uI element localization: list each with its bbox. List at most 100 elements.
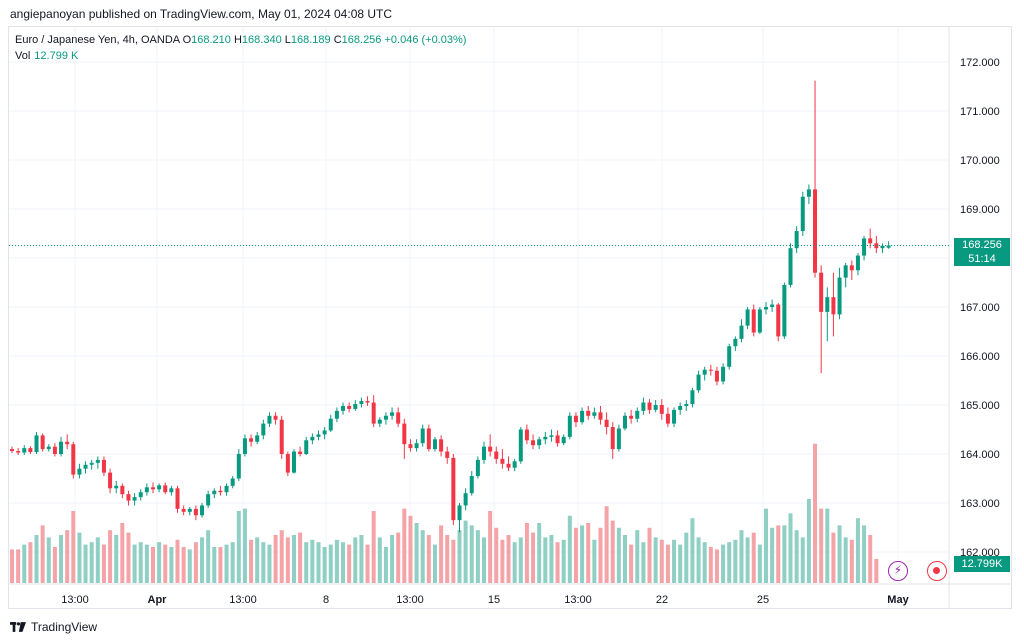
volume-bar <box>659 539 664 583</box>
volume-bar <box>500 539 505 583</box>
candle-body <box>267 415 272 424</box>
volume-bar <box>837 525 842 583</box>
volume-bar <box>187 549 192 583</box>
volume-bar <box>488 511 493 583</box>
time-axis-label: 8 <box>323 594 329 606</box>
volume-bar <box>291 535 296 583</box>
volume-bar <box>684 532 689 583</box>
candle-body <box>813 189 818 273</box>
candle-body <box>126 494 131 501</box>
candle-body <box>647 402 652 410</box>
volume-bar <box>316 542 321 583</box>
volume-bar <box>22 544 27 583</box>
price-axis-label: 170.000 <box>960 155 1000 167</box>
time-axis-label: 15 <box>488 594 500 606</box>
volume-bar <box>150 547 155 583</box>
candle-body <box>150 487 155 490</box>
candle-body <box>420 428 425 444</box>
volume-bar <box>482 537 487 583</box>
volume-bar <box>610 520 615 583</box>
candle-body <box>641 402 646 411</box>
volume-bar <box>328 544 333 583</box>
record-icon[interactable] <box>927 561 947 581</box>
candle-body <box>684 404 689 406</box>
volume-bar <box>59 535 64 583</box>
volume-bar <box>359 535 364 583</box>
volume-bar <box>10 549 14 583</box>
candle-body <box>212 490 217 495</box>
time-axis-label: 13:00 <box>564 594 592 606</box>
volume-label: Vol <box>15 50 31 62</box>
candle-body <box>341 405 346 411</box>
volume-legend[interactable]: Vol 12.799 K <box>15 50 78 62</box>
volume-bar <box>285 537 290 583</box>
candle-body <box>22 448 27 453</box>
volume-bar <box>598 527 603 583</box>
candle-body <box>469 476 474 494</box>
volume-bar <box>586 523 591 583</box>
volume-bar <box>451 539 456 583</box>
candle-body <box>408 444 413 449</box>
candle-body <box>561 436 566 444</box>
volume-bar <box>230 542 235 583</box>
candle-body <box>402 423 407 445</box>
volume-bar <box>120 523 125 583</box>
candle-body <box>831 297 836 315</box>
candle-body <box>249 438 254 442</box>
candle-body <box>144 487 149 493</box>
volume-bar <box>371 511 376 583</box>
volume-bar <box>377 537 382 583</box>
candle-body <box>482 446 487 460</box>
candle-body <box>837 277 842 315</box>
volume-bar <box>641 542 646 583</box>
candle-body <box>721 366 726 382</box>
volume-bar <box>794 530 799 583</box>
footer-brand[interactable]: TradingView <box>10 620 97 634</box>
volume-bar <box>83 544 88 583</box>
volume-bar <box>28 542 33 583</box>
volume-bar <box>144 544 149 583</box>
candle-body <box>788 248 793 285</box>
candle-body <box>843 265 848 278</box>
volume-bar <box>255 537 260 583</box>
volume-bar <box>267 544 272 583</box>
volume-bar <box>304 542 309 583</box>
candle-body <box>494 451 499 459</box>
candle-body <box>610 427 615 450</box>
volume-bar <box>868 535 873 583</box>
candle-body <box>396 412 401 424</box>
lightning-icon[interactable]: ⚡ <box>888 561 908 581</box>
candle-body <box>500 458 505 464</box>
candle-body <box>868 238 873 244</box>
time-axis-label: 13:00 <box>396 594 424 606</box>
volume-bar <box>157 542 162 583</box>
candle-body <box>383 415 388 420</box>
candle-body <box>819 272 824 312</box>
last-price-badge: 168.256 51:14 <box>954 238 1010 266</box>
price-axis-label: 169.000 <box>960 204 1000 216</box>
symbol-legend[interactable]: Euro / Japanese Yen, 4h, OANDA O168.210 … <box>15 34 466 46</box>
publisher-caption: angiepanoyan published on TradingView.co… <box>10 7 393 21</box>
candle-body <box>672 409 677 424</box>
volume-bar <box>739 530 744 583</box>
candle-body <box>782 284 787 337</box>
volume-bars <box>10 443 879 583</box>
candle-body <box>794 231 799 249</box>
candle-body <box>10 449 14 452</box>
volume-bar <box>261 542 266 583</box>
candle-body <box>653 405 658 410</box>
candle-body <box>365 401 370 403</box>
volume-bar <box>396 532 401 583</box>
chart-frame <box>8 26 1012 609</box>
candle-body <box>52 446 57 454</box>
volume-bar <box>114 535 119 583</box>
volume-bar <box>543 537 548 583</box>
candle-body <box>635 410 640 419</box>
candle-body <box>298 451 303 454</box>
time-axis-label: Apr <box>148 594 168 606</box>
candle-body <box>353 404 358 409</box>
volume-bar <box>862 525 867 583</box>
volume-bar <box>678 544 683 583</box>
candle-body <box>659 405 664 414</box>
